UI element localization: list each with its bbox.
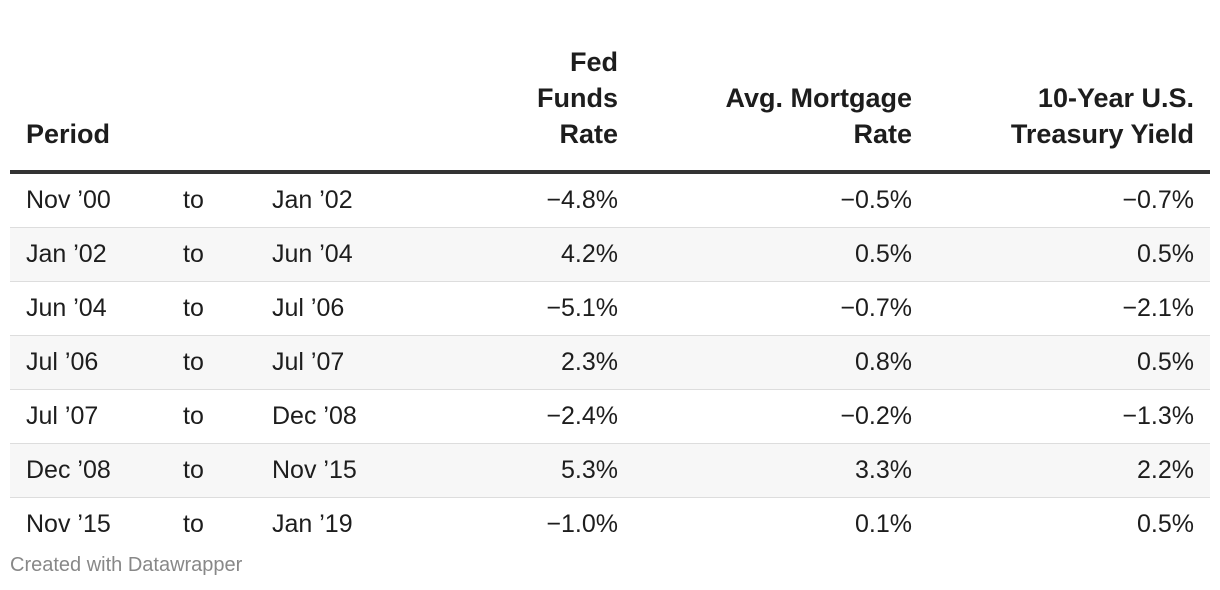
cell-period-separator: to <box>167 172 256 228</box>
cell-mortgage-rate: −0.7% <box>634 281 929 336</box>
cell-period-end: Jul ’06 <box>256 281 470 336</box>
cell-period-separator: to <box>167 443 256 498</box>
cell-period-separator: to <box>167 335 256 390</box>
cell-treasury-yield: −1.3% <box>928 389 1211 444</box>
cell-period-end: Jul ’07 <box>256 335 470 390</box>
cell-mortgage-rate: −0.5% <box>634 172 929 228</box>
header-fed-funds-line-2: Rate <box>559 119 619 149</box>
cell-fed-funds-rate: −1.0% <box>546 510 619 538</box>
cell-treasury-yield: −2.1% <box>928 281 1211 336</box>
cell-period-end: Jan ’02 <box>256 172 470 228</box>
header-period[interactable]: Period <box>10 44 470 174</box>
cell-mortgage-rate: 0.5% <box>634 227 929 282</box>
cell-fed-funds-rate: 2.3% <box>469 335 635 390</box>
header-fed-funds-line-1: Fed Funds <box>537 47 619 113</box>
cell-period-separator: to <box>167 227 256 282</box>
header-fed-funds[interactable]: Fed Funds Rate <box>469 44 635 174</box>
cell-period-separator: to <box>167 281 256 336</box>
cell-period-start: Jun ’04 <box>10 281 167 336</box>
cell-fed-funds-rate: 4.2% <box>469 227 635 282</box>
cell-period-start: Jul ’06 <box>10 335 167 390</box>
table-row: Jan ’02 to Jun ’04 4.2% 0.5% 0.5% <box>10 227 1211 282</box>
cell-period-end: Dec ’08 <box>256 389 470 444</box>
cell-fed-funds-rate: −4.8% <box>469 172 635 228</box>
cell-treasury-yield: 0.5% <box>1137 510 1195 538</box>
cell-period-separator: to <box>167 389 256 444</box>
cell-period-end: Jan ’19 <box>272 510 353 538</box>
table-row: Jul ’06 to Jul ’07 2.3% 0.8% 0.5% <box>10 335 1211 390</box>
cell-mortgage-rate: 3.3% <box>634 443 929 498</box>
header-mortgage-line-2: Rate <box>853 119 913 149</box>
cell-treasury-yield: 0.5% <box>928 335 1211 390</box>
cell-fed-funds-rate: −5.1% <box>469 281 635 336</box>
cell-treasury-yield: 2.2% <box>928 443 1211 498</box>
table-body: Nov ’00 to Jan ’02 −4.8% −0.5% −0.7% Jan ’02 to… <box>10 172 1211 552</box>
header-mortgage[interactable]: Avg. Mortgage Rate <box>634 44 929 174</box>
table-header: Period Fed Funds Rate Avg. Mortgage Rate… <box>10 44 1211 174</box>
cell-period-start: Nov ’15 <box>26 510 111 538</box>
cell-period-separator: to <box>183 510 204 538</box>
table-row: Dec ’08 to Nov ’15 5.3% 3.3% 2.2% <box>10 443 1211 498</box>
cell-period-end: Jun ’04 <box>256 227 470 282</box>
table-row: Jun ’04 to Jul ’06 −5.1% −0.7% −2.1% <box>10 281 1211 336</box>
cell-treasury-yield: 0.5% <box>928 227 1211 282</box>
table-row: Nov ’15 to Jan ’19 −1.0% 0.1% 0.5% <box>10 498 1210 552</box>
rates-table-container: Period Fed Funds Rate Avg. Mortgage Rate… <box>10 44 1211 552</box>
header-period-label: Period <box>26 119 111 149</box>
table-row: Nov ’00 to Jan ’02 −4.8% −0.5% −0.7% <box>10 172 1211 228</box>
cell-fed-funds-rate: −2.4% <box>469 389 635 444</box>
cell-period-start: Nov ’00 <box>10 172 167 228</box>
header-treasury-line-2: Treasury Yield <box>1010 119 1195 149</box>
header-mortgage-line-1: Avg. Mortgage <box>725 83 913 113</box>
cell-period-start: Dec ’08 <box>10 443 167 498</box>
cell-treasury-yield: −0.7% <box>928 172 1211 228</box>
footer-credit: Created with Datawrapper <box>10 554 243 576</box>
cell-fed-funds-rate: 5.3% <box>469 443 635 498</box>
cell-mortgage-rate: 0.1% <box>855 510 913 538</box>
cell-mortgage-rate: −0.2% <box>634 389 929 444</box>
header-treasury[interactable]: 10-Year U.S. Treasury Yield <box>928 44 1211 174</box>
rates-table: Period Fed Funds Rate Avg. Mortgage Rate… <box>10 44 1211 552</box>
header-row: Period Fed Funds Rate Avg. Mortgage Rate… <box>10 44 1211 174</box>
cell-period-start: Jul ’07 <box>10 389 167 444</box>
header-treasury-line-1: 10-Year U.S. <box>1037 83 1195 113</box>
cell-period-end: Nov ’15 <box>256 443 470 498</box>
table-row: Jul ’07 to Dec ’08 −2.4% −0.2% −1.3% <box>10 389 1211 444</box>
cell-period-start: Jan ’02 <box>10 227 167 282</box>
cell-mortgage-rate: 0.8% <box>634 335 929 390</box>
